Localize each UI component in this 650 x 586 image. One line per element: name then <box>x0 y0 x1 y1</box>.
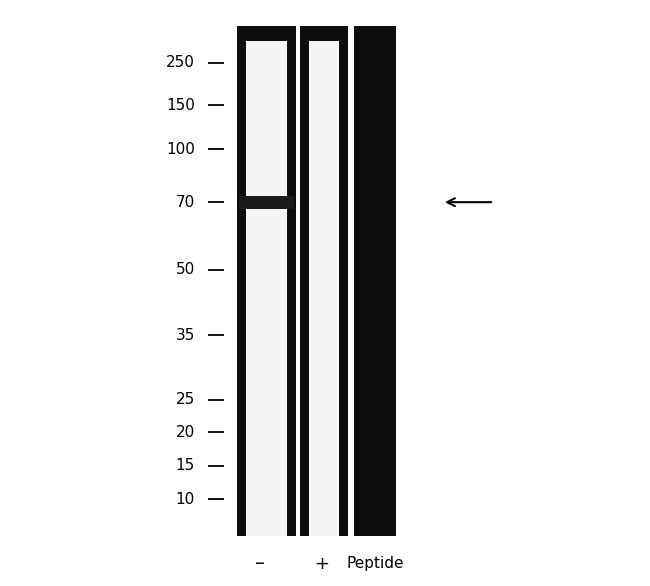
Text: 35: 35 <box>176 328 195 343</box>
Text: 10: 10 <box>176 492 195 507</box>
Bar <box>300 26 309 536</box>
Text: 250: 250 <box>166 55 195 70</box>
Bar <box>309 26 339 536</box>
Bar <box>239 196 294 209</box>
Bar <box>354 26 396 536</box>
Text: 150: 150 <box>166 98 195 113</box>
Bar <box>246 26 287 536</box>
Text: 15: 15 <box>176 458 195 473</box>
Bar <box>339 26 348 536</box>
Bar <box>237 26 246 536</box>
Text: 25: 25 <box>176 392 195 407</box>
Text: 20: 20 <box>176 425 195 440</box>
Text: +: + <box>314 555 330 573</box>
Text: 50: 50 <box>176 262 195 277</box>
Bar <box>300 26 348 41</box>
Text: 100: 100 <box>166 142 195 157</box>
Bar <box>287 26 296 536</box>
Text: 70: 70 <box>176 195 195 210</box>
Bar <box>237 26 296 41</box>
Text: Peptide: Peptide <box>347 556 404 571</box>
Text: –: – <box>255 554 265 573</box>
